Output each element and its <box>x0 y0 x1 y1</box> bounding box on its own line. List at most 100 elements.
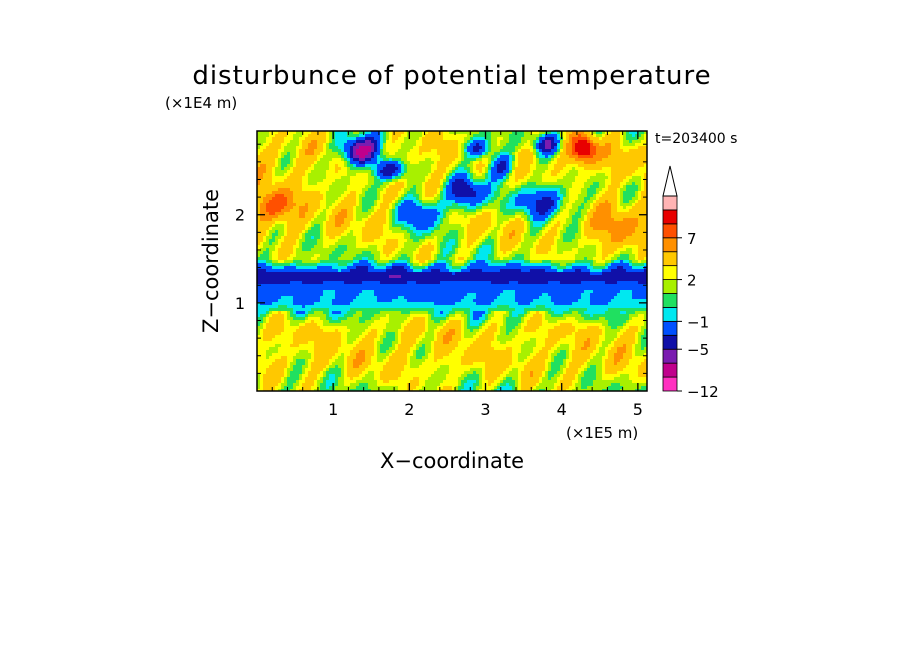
heatmap-cell <box>410 158 414 162</box>
heatmap-cell <box>533 224 537 228</box>
heatmap-cell <box>476 218 480 222</box>
heatmap-cell <box>305 140 309 144</box>
heatmap-cell <box>626 203 630 207</box>
heatmap-cell <box>302 185 306 189</box>
heatmap-cell <box>443 179 447 183</box>
heatmap-cell <box>401 212 405 216</box>
heatmap-cell <box>548 209 552 213</box>
heatmap-cell <box>470 173 474 177</box>
heatmap-cell <box>584 185 588 189</box>
heatmap-cell <box>446 206 450 210</box>
heatmap-cell <box>623 227 627 231</box>
heatmap-cell <box>581 170 585 174</box>
heatmap-cell <box>299 140 303 144</box>
heatmap-cell <box>545 224 549 228</box>
heatmap-cell <box>551 143 555 147</box>
heatmap-cell <box>590 170 594 174</box>
heatmap-cell <box>449 206 453 210</box>
heatmap-cell <box>593 227 597 231</box>
heatmap-cell <box>485 131 489 135</box>
heatmap-cell <box>557 167 561 171</box>
heatmap-cell <box>536 212 540 216</box>
heatmap-cell <box>446 152 450 156</box>
heatmap-cell <box>584 173 588 177</box>
heatmap-cell <box>509 152 513 156</box>
heatmap-cell <box>485 239 489 243</box>
heatmap-cell <box>359 236 363 240</box>
heatmap-cell <box>434 200 438 204</box>
heatmap-cell <box>455 158 459 162</box>
heatmap-cell <box>452 215 456 219</box>
heatmap-cell <box>323 209 327 213</box>
heatmap-cell <box>308 137 312 141</box>
heatmap-cell <box>416 158 420 162</box>
heatmap-cell <box>503 167 507 171</box>
heatmap-cell <box>593 188 597 192</box>
heatmap-cell <box>605 167 609 171</box>
heatmap-cell <box>608 203 612 207</box>
heatmap-cell <box>539 197 543 201</box>
heatmap-cell <box>401 194 405 198</box>
heatmap-cell <box>536 242 540 246</box>
heatmap-cell <box>386 197 390 201</box>
heatmap-cell <box>374 158 378 162</box>
heatmap-cell <box>584 200 588 204</box>
heatmap-cell <box>278 215 282 219</box>
heatmap-cell <box>278 164 282 168</box>
heatmap-cell <box>443 182 447 186</box>
heatmap-cell <box>434 188 438 192</box>
heatmap-cell <box>512 242 516 246</box>
heatmap-cell <box>467 155 471 159</box>
heatmap-cell <box>329 197 333 201</box>
heatmap-cell <box>332 188 336 192</box>
heatmap-cell <box>626 140 630 144</box>
heatmap-cell <box>557 170 561 174</box>
heatmap-cell <box>278 239 282 243</box>
heatmap-cell <box>371 206 375 210</box>
heatmap-cell <box>482 221 486 225</box>
heatmap-cell <box>551 221 555 225</box>
heatmap-cell <box>482 161 486 165</box>
heatmap-cell <box>626 191 630 195</box>
heatmap-cell <box>272 158 276 162</box>
heatmap-cell <box>635 221 639 225</box>
heatmap-cell <box>431 170 435 174</box>
heatmap-cell <box>440 167 444 171</box>
heatmap-cell <box>491 221 495 225</box>
heatmap-cell <box>518 143 522 147</box>
heatmap-cell <box>593 218 597 222</box>
heatmap-cell <box>299 164 303 168</box>
heatmap-cell <box>473 176 477 180</box>
heatmap-cell <box>518 146 522 150</box>
heatmap-cell <box>371 224 375 228</box>
heatmap-cell <box>620 215 624 219</box>
heatmap-cell <box>458 209 462 213</box>
heatmap-cell <box>515 140 519 144</box>
heatmap-cell <box>455 227 459 231</box>
heatmap-cell <box>398 224 402 228</box>
heatmap-cell <box>371 173 375 177</box>
heatmap-cell <box>524 152 528 156</box>
heatmap-cell <box>320 224 324 228</box>
heatmap-cell <box>281 197 285 201</box>
heatmap-cell <box>530 161 534 165</box>
heatmap-cell <box>554 173 558 177</box>
heatmap-cell <box>584 203 588 207</box>
heatmap-cell <box>308 170 312 174</box>
heatmap-cell <box>545 170 549 174</box>
heatmap-cell <box>344 182 348 186</box>
heatmap-cell <box>635 197 639 201</box>
heatmap-cell <box>479 191 483 195</box>
heatmap-cell <box>539 227 543 231</box>
heatmap-cell <box>494 137 498 141</box>
heatmap-cell <box>305 206 309 210</box>
heatmap-cell <box>506 164 510 168</box>
heatmap-cell <box>263 134 267 138</box>
heatmap-cell <box>566 197 570 201</box>
heatmap-cell <box>455 215 459 219</box>
heatmap-cell <box>584 212 588 216</box>
heatmap-cell <box>344 167 348 171</box>
heatmap-cell <box>599 170 603 174</box>
heatmap-cell <box>386 140 390 144</box>
heatmap-cell <box>623 158 627 162</box>
